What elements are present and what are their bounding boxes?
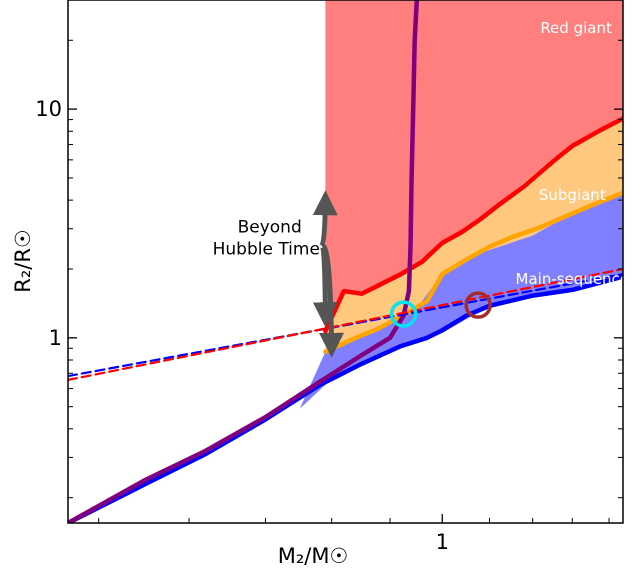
series-line-3 [68, 0, 420, 523]
series-line-5 [68, 267, 623, 381]
region-label-2: Main-sequence [516, 270, 630, 288]
region-label-1: Subgiant [539, 186, 606, 204]
y-tick-label-1: 10 [35, 97, 62, 121]
series-line-0 [323, 116, 623, 334]
annotation-text-line-1: Hubble Time! [213, 240, 327, 260]
region-red-giant [325, 0, 623, 332]
series-line-2 [68, 274, 623, 523]
marker-circle-1 [464, 291, 492, 319]
plot-frame [67, 0, 624, 524]
axis-ticks: 1 10 1 [35, 0, 623, 554]
lines-layer [68, 0, 623, 523]
annotation-arrow-2 [318, 243, 344, 358]
regions-layer [299, 0, 623, 409]
annotation-text-line-0: Beyond [238, 218, 302, 238]
marker-circle-0 [389, 300, 418, 328]
region-subgiant [325, 118, 623, 352]
markers-layer [389, 291, 492, 328]
annotation-arrow-0 [312, 190, 338, 248]
y-axis-label: R₂/R☉ [11, 229, 35, 293]
x-axis-label: M₂/M☉ [278, 544, 349, 568]
region-labels-layer: Red giant Subgiant Main-sequence [516, 19, 630, 288]
region-label-0: Red giant [540, 19, 612, 37]
series-line-1 [323, 190, 623, 354]
x-tick-label-0: 1 [436, 530, 449, 554]
y-tick-label-0: 1 [49, 326, 62, 350]
